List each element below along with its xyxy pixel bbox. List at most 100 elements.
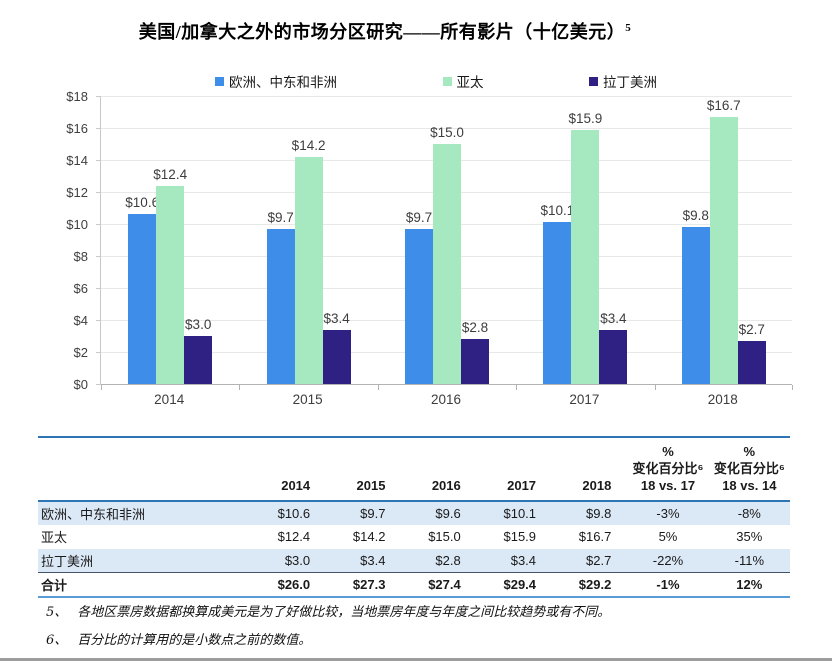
gridline-18 [101, 96, 792, 97]
bar-value-label: $14.2 [291, 138, 326, 153]
y-axis-tick [96, 224, 101, 225]
table-column-header-0 [38, 437, 251, 501]
legend-label: 欧洲、中东和非洲 [229, 75, 337, 90]
bar-value-label: $3.0 [185, 317, 212, 332]
x-axis-label-2018: 2018 [707, 392, 738, 407]
bar-value-label: $9.7 [267, 210, 294, 225]
chart-title-text: 美国/加拿大之外的市场分区研究——所有影片（十亿美元） [138, 22, 626, 42]
cell: $10.6 [277, 505, 311, 521]
x-axis-label-2015: 2015 [292, 392, 323, 407]
legend-label: 拉丁美洲 [603, 75, 657, 90]
cell: -1% [656, 577, 680, 593]
bar-value-label: $2.7 [738, 322, 765, 337]
footnotes: 5、 各地区票房数据都换算成美元是为了好做比较，当地票房年度与年度之间比较趋势或有… [46, 601, 806, 657]
legend-swatch-icon [442, 76, 452, 86]
bar-group-2014: $10.6 $12.4 $3.0 [101, 97, 239, 384]
legend-label: 亚太 [456, 75, 484, 90]
bar-value-label: $3.4 [600, 311, 627, 326]
bar-group-2017: $10.1 $15.9 $3.4 [516, 97, 654, 384]
y-axis-tick [96, 128, 101, 129]
chart-legend: 欧洲、中东和非洲 亚太 拉丁美洲 [215, 71, 657, 91]
row-label: 欧洲、中东和非洲 [41, 506, 146, 522]
cell: $3.0 [284, 552, 311, 568]
bar-series3-2017: $3.4 [599, 311, 628, 384]
bar-series1-2017: $10.1 [540, 203, 574, 384]
legend-swatch-icon [215, 76, 224, 86]
bar-series3-2016: $2.8 [460, 320, 489, 384]
bar-group-2016: $9.7 $15.0 $2.8 [378, 97, 516, 384]
y-axis-label: $2 [73, 345, 88, 360]
row-label: 合计 [41, 578, 68, 594]
bar-series2-2015: $14.2 [292, 138, 325, 384]
bar-series2-2016: $15.0 [430, 125, 464, 384]
page-bottom-rule [0, 658, 832, 661]
table-column-header-3: 2016 [431, 477, 461, 493]
table-row-3: 拉丁美洲 $3.0 $3.4 $2.8 $3.4 $2.7 -22% -11% [38, 548, 790, 573]
bar-series2-2018: $16.7 [707, 98, 741, 384]
bar-series1-2015: $9.7 [266, 210, 295, 384]
y-axis-tick [96, 352, 101, 353]
x-axis-label-2017: 2017 [569, 392, 600, 407]
chart-title-superscript: 5 [625, 22, 632, 34]
footnote-1: 5、 各地区票房数据都换算成美元是为了好做比较，当地票房年度与年度之间比较趋势或有… [46, 601, 806, 620]
gridline-16 [101, 128, 792, 129]
y-axis-label: $16 [66, 121, 88, 136]
y-axis-label: $4 [73, 313, 88, 328]
y-axis-label: $0 [73, 377, 88, 392]
bar-value-label: $2.8 [461, 320, 489, 335]
y-axis-label: $6 [73, 281, 88, 296]
table-header: 2014 2015 2016 2017 2018 % 变化百分比⁶ 18 vs. 17% … [38, 437, 790, 501]
bar-series2-2017: $15.9 [568, 111, 602, 384]
footnote-text: 各地区票房数据都换算成美元是为了好做比较，当地票房年度与年度之间比较趋势或有不同… [77, 605, 611, 620]
bar-group-2018: $9.8 $16.7 $2.7 [655, 97, 793, 384]
footnote-marker: 5、 [46, 605, 68, 620]
x-axis-label-2016: 2016 [430, 392, 462, 407]
bar-value-label: $15.9 [568, 111, 603, 126]
bar-series1-2018: $9.8 [681, 208, 710, 384]
cell: $12.4 [277, 529, 311, 545]
bar-chart: $0 $2 $4 $6 $8 $10 $12 $14 $16 $18 $10.6 $12.4 $3.0… [40, 89, 800, 427]
cell: $26.0 [277, 577, 311, 593]
y-axis-tick [96, 192, 101, 193]
cell: $2.7 [586, 552, 612, 568]
bar-value-label: $15.0 [430, 125, 464, 140]
y-axis-tick [96, 96, 101, 97]
x-axis-label-2014: 2014 [154, 392, 185, 407]
bar-value-label: $9.7 [405, 210, 433, 225]
y-axis-tick [96, 384, 101, 385]
y-axis-tick [96, 320, 101, 321]
legend-swatch-icon [589, 76, 598, 86]
y-axis-tick [96, 288, 101, 289]
data-table: 2014 2015 2016 2017 2018 % 变化百分比⁶ 18 vs. 17% … [38, 436, 790, 598]
cell: $10.1 [503, 505, 537, 521]
table-row-4: 合计 $26.0 $27.3 $27.4 $29.4 $29.2 -1% 12% [38, 572, 790, 598]
cell: -8% [737, 505, 761, 521]
cell: -3% [656, 505, 680, 521]
legend-item-2: 亚太 [442, 71, 484, 91]
footnote-text: 百分比的计算用的是小数点之前的数值。 [77, 633, 312, 648]
table-column-header-1: 2014 [281, 477, 311, 493]
y-axis-label: $14 [66, 153, 88, 168]
bar-value-label: $16.7 [706, 98, 741, 113]
x-axis-tick [792, 385, 793, 390]
y-axis-label: $8 [73, 249, 88, 264]
table-column-header-7: % 变化百分比⁶ 18 vs. 14 [713, 444, 785, 493]
cell: $9.8 [586, 505, 612, 521]
table-column-header-4: 2017 [507, 477, 537, 493]
y-axis: $0 $2 $4 $6 $8 $10 $12 $14 $16 $18 [40, 89, 94, 392]
x-axis-tick [377, 385, 379, 390]
cell: $27.4 [428, 577, 461, 593]
cell: 12% [736, 577, 763, 593]
footnote-2: 6、 百分比的计算用的是小数点之前的数值。 [46, 629, 806, 648]
legend-item-3: 拉丁美洲 [589, 71, 657, 91]
cell: $16.7 [578, 529, 612, 545]
y-axis-label: $18 [66, 89, 88, 104]
bar-value-label: $3.4 [323, 311, 350, 326]
table-body: 欧洲、中东和非洲 $10.6 $9.7 $9.6 $10.1 $9.8 -3% -8% 亚太 $1… [38, 500, 790, 598]
cell: $15.0 [428, 529, 461, 545]
legend-item-1: 欧洲、中东和非洲 [215, 71, 337, 91]
table-header-row: 2014 2015 2016 2017 2018 % 变化百分比⁶ 18 vs. 17% … [38, 437, 790, 501]
bar-series3-2015: $3.4 [322, 311, 351, 384]
x-axis-tick [654, 385, 656, 390]
